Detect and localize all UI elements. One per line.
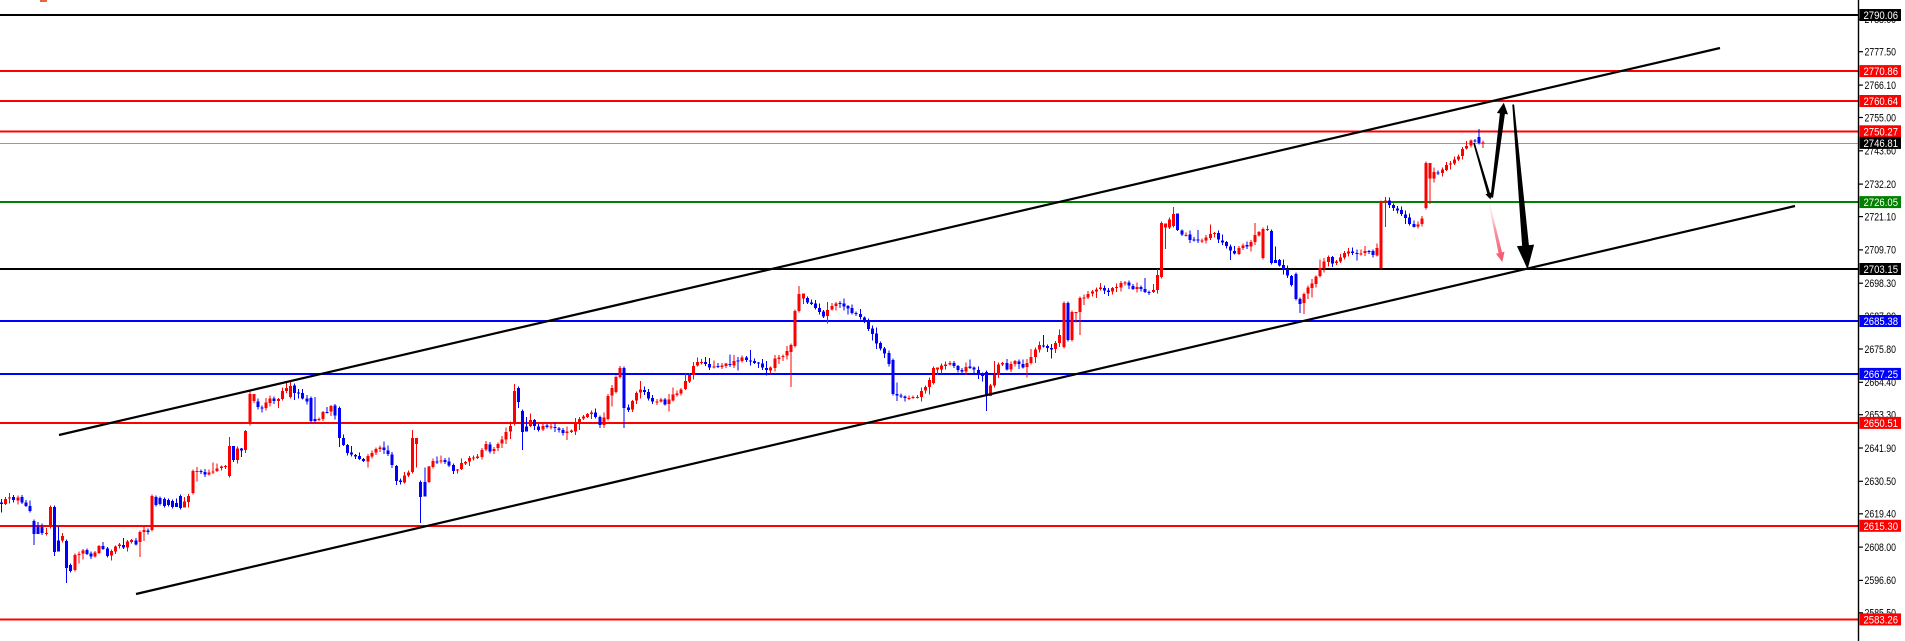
svg-text:2583.26: 2583.26: [1864, 614, 1899, 626]
svg-text:2732.20: 2732.20: [1865, 179, 1897, 191]
svg-text:2630.50: 2630.50: [1865, 476, 1897, 488]
svg-text:2746.81: 2746.81: [1864, 138, 1899, 150]
svg-text:2766.10: 2766.10: [1865, 80, 1897, 92]
svg-text:2790.06: 2790.06: [1864, 10, 1899, 22]
svg-text:2596.60: 2596.60: [1865, 575, 1897, 587]
svg-text:2650.51: 2650.51: [1864, 418, 1899, 430]
svg-text:2755.00: 2755.00: [1865, 112, 1897, 124]
svg-text:2641.90: 2641.90: [1865, 443, 1897, 455]
svg-text:2608.00: 2608.00: [1865, 542, 1897, 554]
svg-text:2619.40: 2619.40: [1865, 509, 1897, 521]
svg-text:2675.80: 2675.80: [1865, 344, 1897, 356]
svg-text:2726.05: 2726.05: [1864, 197, 1899, 209]
svg-text:2615.30: 2615.30: [1864, 521, 1899, 533]
svg-text:2721.10: 2721.10: [1865, 211, 1897, 223]
svg-text:2667.25: 2667.25: [1864, 369, 1899, 381]
svg-text:2770.86: 2770.86: [1864, 66, 1899, 78]
svg-text:2685.38: 2685.38: [1864, 316, 1899, 328]
svg-text:2664.40: 2664.40: [1865, 377, 1897, 389]
svg-text:2709.70: 2709.70: [1865, 245, 1897, 257]
svg-text:2777.50: 2777.50: [1865, 47, 1897, 59]
svg-text:2760.64: 2760.64: [1864, 96, 1899, 108]
svg-text:2703.15: 2703.15: [1864, 264, 1899, 276]
svg-text:2698.30: 2698.30: [1865, 278, 1897, 290]
svg-text:2750.27: 2750.27: [1864, 126, 1899, 138]
